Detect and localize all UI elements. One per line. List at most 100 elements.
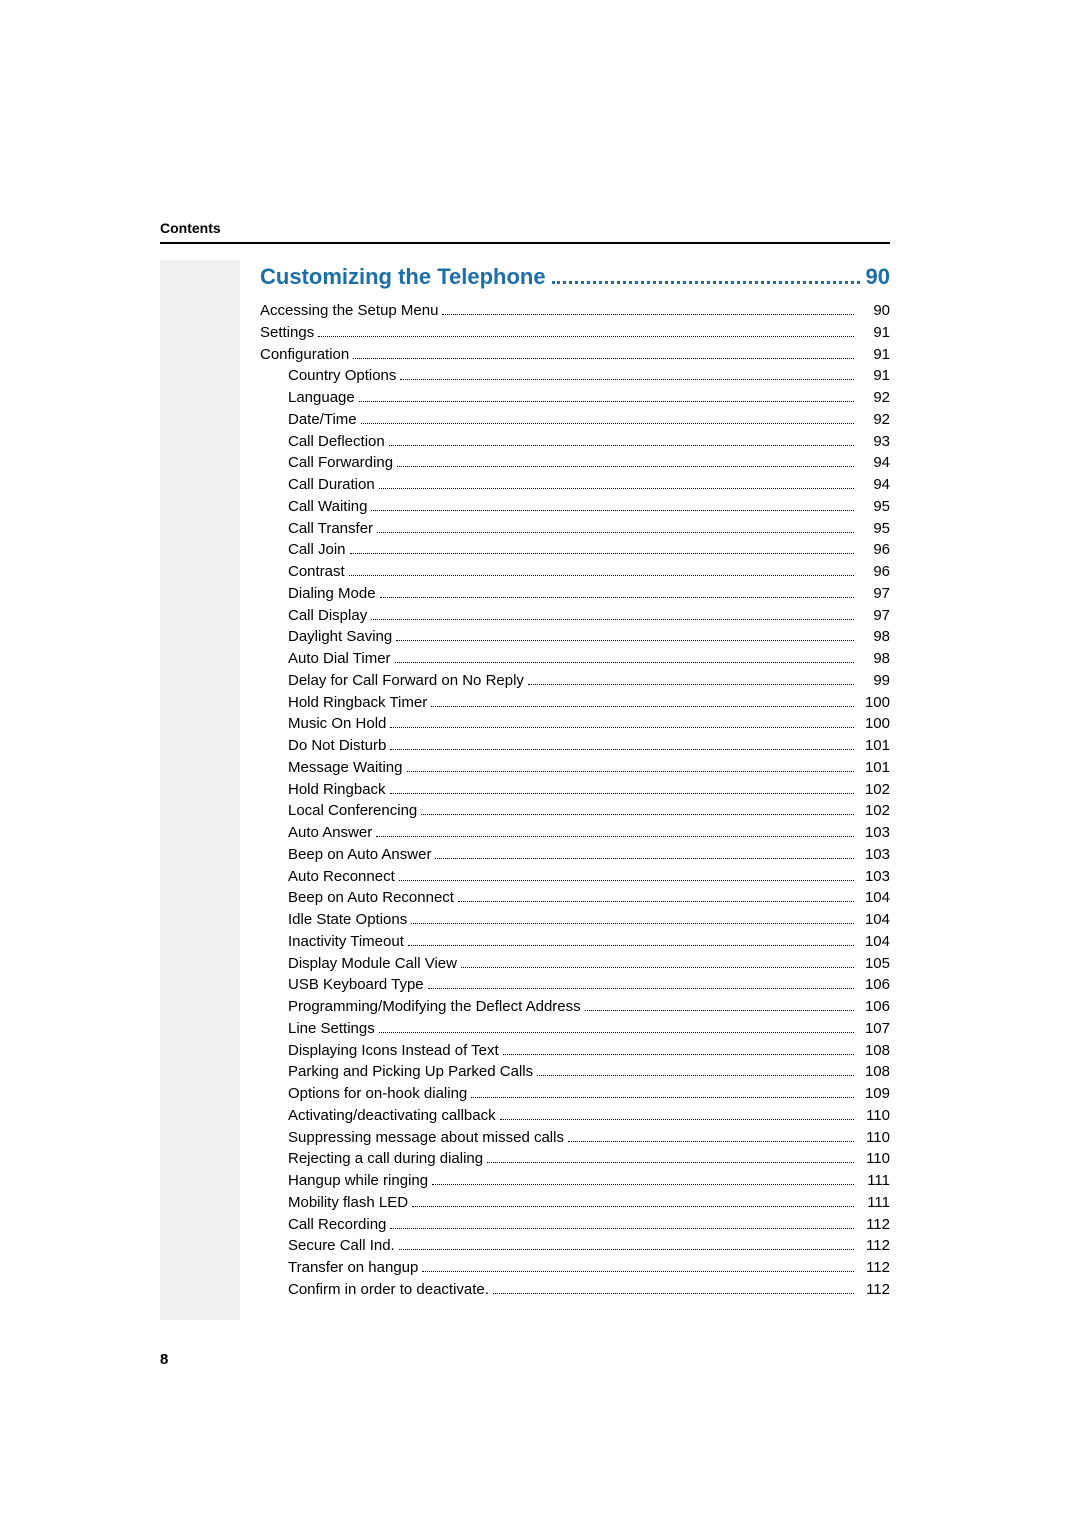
- toc-row-label: Rejecting a call during dialing: [288, 1148, 483, 1170]
- toc-row-page: 92: [858, 387, 890, 409]
- toc-row[interactable]: Suppressing message about missed calls11…: [260, 1127, 890, 1149]
- toc-row-label: Local Conferencing: [288, 800, 417, 822]
- toc-row-dots: [400, 371, 854, 380]
- toc-row-dots: [371, 611, 854, 620]
- toc-row-page: 101: [858, 757, 890, 779]
- toc-row[interactable]: Call Waiting95: [260, 496, 890, 518]
- toc-row-page: 99: [858, 670, 890, 692]
- toc-row-label: Hold Ringback Timer: [288, 692, 427, 714]
- toc-row-dots: [435, 850, 854, 859]
- toc-row[interactable]: Call Join96: [260, 539, 890, 561]
- toc-row[interactable]: USB Keyboard Type106: [260, 974, 890, 996]
- toc-row-label: Date/Time: [288, 409, 357, 431]
- toc-row-page: 111: [858, 1192, 890, 1214]
- toc-row[interactable]: Call Forwarding94: [260, 452, 890, 474]
- toc-row[interactable]: Call Deflection93: [260, 431, 890, 453]
- toc-row-dots: [503, 1046, 854, 1055]
- toc-row[interactable]: Options for on-hook dialing109: [260, 1083, 890, 1105]
- toc-row-label: Accessing the Setup Menu: [260, 300, 438, 322]
- toc-row-label: Programming/Modifying the Deflect Addres…: [288, 996, 581, 1018]
- toc-row-label: Mobility flash LED: [288, 1192, 408, 1214]
- toc-row-page: 112: [858, 1235, 890, 1257]
- toc-row[interactable]: Hangup while ringing111: [260, 1170, 890, 1192]
- toc-row-page: 105: [858, 953, 890, 975]
- toc-row-dots: [380, 589, 854, 598]
- toc-row[interactable]: Dialing Mode97: [260, 583, 890, 605]
- toc-row-dots: [396, 632, 854, 641]
- toc-row[interactable]: Beep on Auto Answer103: [260, 844, 890, 866]
- toc-row[interactable]: Configuration91: [260, 344, 890, 366]
- toc-row[interactable]: Settings91: [260, 322, 890, 344]
- toc-row-dots: [407, 763, 855, 772]
- toc-row[interactable]: Auto Dial Timer98: [260, 648, 890, 670]
- toc-row-label: Message Waiting: [288, 757, 403, 779]
- toc-row[interactable]: Do Not Disturb101: [260, 735, 890, 757]
- toc-row[interactable]: Auto Reconnect103: [260, 866, 890, 888]
- toc-row-dots: [568, 1133, 854, 1142]
- section-title-label: Customizing the Telephone: [260, 264, 546, 290]
- toc-row-page: 106: [858, 996, 890, 1018]
- toc-row[interactable]: Programming/Modifying the Deflect Addres…: [260, 996, 890, 1018]
- toc-row[interactable]: Rejecting a call during dialing110: [260, 1148, 890, 1170]
- toc-row[interactable]: Auto Answer103: [260, 822, 890, 844]
- toc-row-dots: [390, 785, 854, 794]
- toc-row[interactable]: Transfer on hangup112: [260, 1257, 890, 1279]
- toc-row-dots: [318, 328, 854, 337]
- toc-row[interactable]: Contrast 96: [260, 561, 890, 583]
- toc-row-dots: [528, 676, 854, 685]
- toc-row[interactable]: Inactivity Timeout104: [260, 931, 890, 953]
- toc-row-label: Secure Call Ind.: [288, 1235, 395, 1257]
- toc-row-dots: [461, 959, 854, 968]
- toc-row[interactable]: Daylight Saving98: [260, 626, 890, 648]
- toc-row-page: 111: [858, 1170, 890, 1192]
- toc-row[interactable]: Accessing the Setup Menu90: [260, 300, 890, 322]
- toc-row[interactable]: Idle State Options104: [260, 909, 890, 931]
- toc-row[interactable]: Message Waiting 101: [260, 757, 890, 779]
- toc-row[interactable]: Mobility flash LED 111: [260, 1192, 890, 1214]
- toc-row[interactable]: Hold Ringback Timer100: [260, 692, 890, 714]
- toc-row-dots: [361, 415, 854, 424]
- toc-row-label: Activating/deactivating callback: [288, 1105, 496, 1127]
- toc-row-page: 110: [858, 1127, 890, 1149]
- toc-row-page: 94: [858, 474, 890, 496]
- toc-row[interactable]: Hold Ringback102: [260, 779, 890, 801]
- toc-row[interactable]: Secure Call Ind. 112: [260, 1235, 890, 1257]
- left-margin-stripe: [160, 260, 240, 1320]
- toc-row-label: Do Not Disturb: [288, 735, 386, 757]
- toc-row[interactable]: Displaying Icons Instead of Text108: [260, 1040, 890, 1062]
- toc-row-dots: [458, 893, 854, 902]
- toc-row[interactable]: Line Settings107: [260, 1018, 890, 1040]
- toc-row[interactable]: Display Module Call View105: [260, 953, 890, 975]
- toc-row[interactable]: Parking and Picking Up Parked Calls108: [260, 1061, 890, 1083]
- toc-row-label: Music On Hold: [288, 713, 386, 735]
- toc-row[interactable]: Confirm in order to deactivate.112: [260, 1279, 890, 1301]
- toc-row[interactable]: Delay for Call Forward on No Reply99: [260, 670, 890, 692]
- toc-row[interactable]: Call Display97: [260, 605, 890, 627]
- toc-row[interactable]: Activating/deactivating callback110: [260, 1105, 890, 1127]
- toc-row-dots: [353, 350, 854, 359]
- toc-row-page: 107: [858, 1018, 890, 1040]
- toc-row[interactable]: Beep on Auto Reconnect104: [260, 887, 890, 909]
- toc-row[interactable]: Call Recording112: [260, 1214, 890, 1236]
- toc-row[interactable]: Music On Hold100: [260, 713, 890, 735]
- section-title-page: 90: [866, 264, 890, 290]
- toc-row-label: Contrast: [288, 561, 345, 583]
- toc-row-label: Hold Ringback: [288, 779, 386, 801]
- toc-row[interactable]: Call Transfer95: [260, 518, 890, 540]
- toc-row-page: 106: [858, 974, 890, 996]
- toc-row[interactable]: Local Conferencing102: [260, 800, 890, 822]
- toc-row[interactable]: Language92: [260, 387, 890, 409]
- toc-row-dots: [471, 1089, 854, 1098]
- toc-row-page: 96: [858, 561, 890, 583]
- toc-row-dots: [422, 1263, 854, 1272]
- toc-row[interactable]: Call Duration94: [260, 474, 890, 496]
- toc-row[interactable]: Country Options91: [260, 365, 890, 387]
- toc-row-page: 96: [858, 539, 890, 561]
- section-title-row[interactable]: Customizing the Telephone 90: [260, 264, 890, 290]
- toc-row-dots: [500, 1111, 854, 1120]
- toc-row-dots: [408, 937, 854, 946]
- toc-row-page: 103: [858, 844, 890, 866]
- toc-row-page: 91: [858, 344, 890, 366]
- header-rule: [160, 242, 890, 244]
- toc-row[interactable]: Date/Time92: [260, 409, 890, 431]
